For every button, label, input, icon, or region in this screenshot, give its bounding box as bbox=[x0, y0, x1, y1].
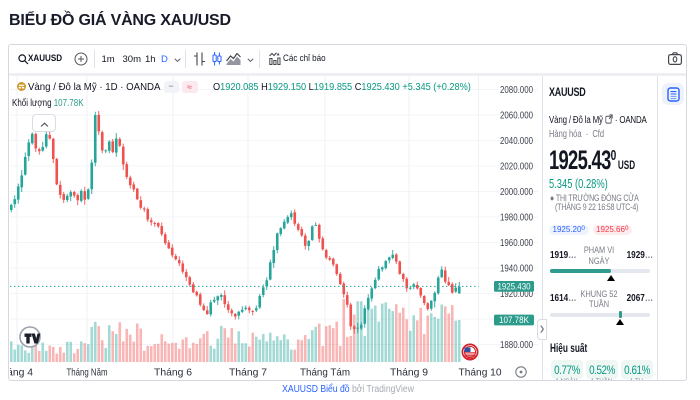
svg-text:1920.000: 1920.000 bbox=[500, 289, 533, 300]
svg-text:2020.000: 2020.000 bbox=[500, 162, 533, 173]
svg-text:Tháng 7: Tháng 7 bbox=[229, 367, 267, 379]
svg-text:2000.000: 2000.000 bbox=[500, 187, 533, 198]
svg-text:2080.000: 2080.000 bbox=[500, 85, 533, 96]
svg-text:Tháng 9: Tháng 9 bbox=[390, 367, 428, 379]
svg-text:Tháng 10: Tháng 10 bbox=[459, 367, 502, 379]
svg-text:2040.000: 2040.000 bbox=[500, 136, 533, 147]
svg-text:Tháng 6: Tháng 6 bbox=[154, 367, 192, 379]
svg-text:2060.000: 2060.000 bbox=[500, 111, 533, 122]
svg-text:Tháng Năm: Tháng Năm bbox=[67, 367, 108, 379]
svg-text:1940.000: 1940.000 bbox=[500, 264, 533, 275]
svg-text:1980.000: 1980.000 bbox=[500, 213, 533, 224]
svg-text:Tháng Tám: Tháng Tám bbox=[300, 367, 350, 379]
svg-text:1925.430: 1925.430 bbox=[498, 282, 531, 293]
svg-text:1880.000: 1880.000 bbox=[500, 340, 533, 351]
svg-text:1960.000: 1960.000 bbox=[500, 238, 533, 249]
svg-text:107.78K: 107.78K bbox=[499, 315, 530, 326]
svg-text:Tháng 4: Tháng 4 bbox=[10, 367, 33, 379]
